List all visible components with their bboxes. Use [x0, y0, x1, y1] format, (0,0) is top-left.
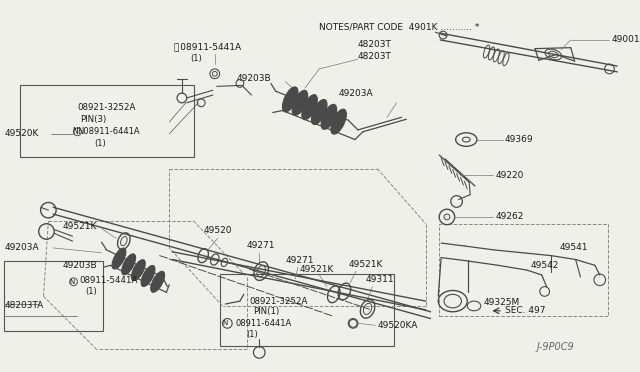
Text: (1): (1) — [85, 287, 97, 296]
Text: 49542: 49542 — [530, 261, 559, 270]
Text: N: N — [223, 320, 228, 326]
Text: 49325M: 49325M — [484, 298, 520, 307]
Text: 49203B: 49203B — [237, 74, 271, 83]
Text: PIN(1): PIN(1) — [253, 307, 280, 316]
Text: 49271: 49271 — [285, 256, 314, 265]
Text: N: N — [69, 279, 74, 285]
Ellipse shape — [122, 254, 136, 275]
Text: 49520KA: 49520KA — [378, 321, 418, 330]
Text: 48203TA: 48203TA — [5, 301, 44, 311]
Text: 08911-6441A: 08911-6441A — [235, 319, 291, 328]
Text: 49520K: 49520K — [5, 129, 39, 138]
Text: PIN(3): PIN(3) — [80, 115, 106, 124]
Text: 49541: 49541 — [559, 243, 588, 253]
Text: 08921-3252A: 08921-3252A — [250, 296, 308, 306]
Text: 49311: 49311 — [365, 275, 394, 284]
Text: SEC. 497: SEC. 497 — [505, 306, 545, 315]
Ellipse shape — [292, 90, 308, 115]
Text: N: N — [72, 127, 78, 136]
Text: 49271: 49271 — [246, 241, 275, 250]
Text: 08911-5441A: 08911-5441A — [79, 276, 138, 285]
Ellipse shape — [282, 87, 298, 112]
Text: 49203B: 49203B — [63, 261, 97, 270]
Text: N08911-6441A: N08911-6441A — [77, 127, 140, 136]
Text: 49520: 49520 — [203, 226, 232, 235]
Text: 49369: 49369 — [505, 135, 534, 144]
Ellipse shape — [331, 109, 346, 134]
Ellipse shape — [131, 260, 145, 280]
Text: 49001: 49001 — [611, 35, 640, 44]
Text: J-9P0C9: J-9P0C9 — [537, 341, 575, 352]
Ellipse shape — [151, 271, 164, 292]
Text: 49220: 49220 — [495, 171, 524, 180]
Text: 08921-3252A: 08921-3252A — [77, 103, 136, 112]
Text: (1): (1) — [246, 330, 259, 340]
Text: 49203A: 49203A — [339, 89, 373, 97]
Text: (1): (1) — [94, 139, 106, 148]
Text: Ⓝ 08911-5441A: Ⓝ 08911-5441A — [174, 42, 241, 51]
Ellipse shape — [141, 266, 155, 286]
Ellipse shape — [321, 104, 337, 129]
Text: 49521K: 49521K — [63, 222, 97, 231]
Text: NOTES/PART CODE  4901K ........... *: NOTES/PART CODE 4901K ........... * — [319, 23, 479, 32]
Text: 49262: 49262 — [495, 212, 524, 221]
Ellipse shape — [302, 94, 317, 120]
Ellipse shape — [312, 99, 327, 125]
Text: (1): (1) — [191, 54, 202, 63]
Ellipse shape — [112, 248, 126, 269]
Text: 48203T: 48203T — [358, 40, 392, 49]
Text: 49521K: 49521K — [348, 260, 383, 269]
Text: 49521K: 49521K — [300, 265, 334, 274]
Text: 49203A: 49203A — [5, 243, 40, 253]
Text: 48203T: 48203T — [358, 52, 392, 61]
